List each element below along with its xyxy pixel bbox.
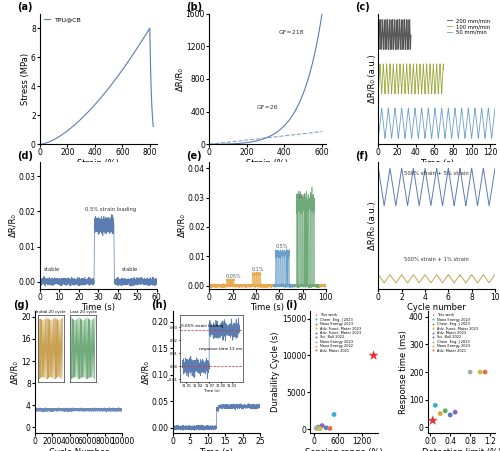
Point: [466, 368, 474, 376]
Text: GF=26: GF=26: [256, 105, 278, 110]
Point: [481, 368, 489, 376]
X-axis label: Sensing range (%): Sensing range (%): [305, 447, 383, 451]
X-axis label: Time (s): Time (s): [250, 303, 284, 312]
Text: 0.1%: 0.1%: [251, 267, 264, 272]
Y-axis label: ΔR/R₀ (a.u.): ΔR/R₀ (a.u.): [368, 55, 377, 103]
Point: [322, 424, 330, 432]
Y-axis label: ΔR/R₀: ΔR/R₀: [175, 67, 184, 91]
Point: [446, 411, 454, 419]
X-axis label: Time (s): Time (s): [82, 303, 116, 312]
Legend: TPU@CB: TPU@CB: [43, 17, 82, 23]
Text: (d): (d): [16, 151, 32, 161]
X-axis label: Time (s): Time (s): [420, 159, 454, 168]
Text: (c): (c): [355, 2, 370, 12]
Text: (e): (e): [186, 151, 202, 161]
Text: (a): (a): [16, 2, 32, 12]
Text: 0.5% strain loading: 0.5% strain loading: [84, 207, 136, 212]
Y-axis label: ΔR/R₀ (a.u.): ΔR/R₀ (a.u.): [368, 201, 377, 250]
Y-axis label: ΔR/R₀: ΔR/R₀: [8, 214, 18, 237]
Point: [326, 425, 334, 432]
Legend: This work, Nano Energy 2023, Chem. Eng. J 2023, Adv. Funct. Mater 2023, Adv. Mat: This work, Nano Energy 2023, Chem. Eng. …: [430, 313, 478, 353]
X-axis label: Cycle number: Cycle number: [408, 303, 466, 312]
X-axis label: Detection limit (%): Detection limit (%): [422, 447, 500, 451]
Point: [316, 425, 324, 433]
Point: [431, 402, 439, 409]
Text: 0.5%: 0.5%: [276, 244, 288, 249]
Point: [429, 417, 437, 424]
Legend: This work, Chem. Eng. J 2023, Nano Energy 2023, Adv. Funct. Mater 2023, Adv. Fun: This work, Chem. Eng. J 2023, Nano Energ…: [312, 313, 361, 353]
Legend: 200 mm/min, 100 mm/min, 50 mm/min: 200 mm/min, 100 mm/min, 50 mm/min: [444, 16, 492, 37]
Y-axis label: Response time (ms): Response time (ms): [398, 330, 407, 414]
Y-axis label: ΔR/R₀: ΔR/R₀: [178, 214, 186, 237]
Point: [441, 407, 449, 414]
X-axis label: Cycle Number: Cycle Number: [49, 447, 108, 451]
Point: [314, 425, 322, 432]
Y-axis label: ΔR/R₀: ΔR/R₀: [141, 360, 150, 384]
Text: (h): (h): [151, 299, 167, 309]
Y-axis label: ΔR/R₀: ΔR/R₀: [11, 360, 20, 384]
Text: (g): (g): [13, 299, 29, 309]
X-axis label: Strain (%): Strain (%): [246, 159, 288, 168]
Point: [314, 423, 322, 431]
Text: (b): (b): [186, 2, 202, 12]
Text: 500% strain + 1% strain: 500% strain + 1% strain: [404, 257, 469, 262]
Text: (f): (f): [355, 151, 368, 161]
Point: [451, 409, 459, 416]
X-axis label: Strain (%): Strain (%): [78, 159, 120, 168]
Text: (i): (i): [284, 299, 297, 309]
Point: [436, 410, 444, 417]
Y-axis label: Stress (MPa): Stress (MPa): [20, 53, 30, 105]
Point: [318, 422, 326, 429]
Point: [330, 411, 338, 418]
Text: stable: stable: [122, 267, 138, 272]
Text: GF=218: GF=218: [279, 30, 304, 35]
Text: stable: stable: [44, 267, 60, 272]
Point: [476, 368, 484, 376]
Point: [370, 352, 378, 359]
Text: 500% strain + 5% strain: 500% strain + 5% strain: [404, 171, 469, 176]
Text: 0.05%: 0.05%: [226, 274, 241, 279]
Y-axis label: Durability Cycle (s): Durability Cycle (s): [272, 332, 280, 412]
X-axis label: Time (s): Time (s): [200, 447, 234, 451]
Text: 1%: 1%: [298, 193, 306, 198]
Point: [312, 424, 320, 432]
